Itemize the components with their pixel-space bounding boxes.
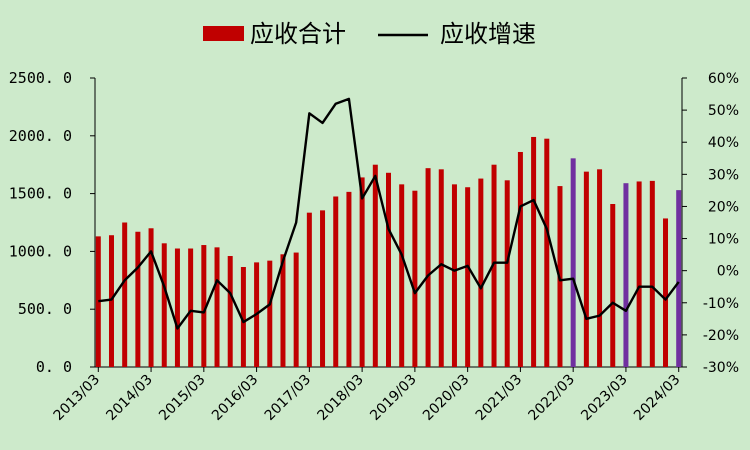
legend: 应收合计 应收增速	[203, 20, 536, 48]
y-right-tick-label: 60%	[708, 71, 739, 87]
x-tick-label: 2024/03	[631, 372, 683, 424]
x-tick-label: 2014/03	[103, 372, 155, 424]
bar-receivables	[399, 184, 405, 367]
x-tick-label: 2018/03	[314, 372, 366, 424]
bar-receivables	[306, 212, 312, 367]
bar-receivables	[386, 172, 391, 367]
bar-receivables	[240, 267, 246, 367]
x-tick-label: 2015/03	[156, 372, 208, 424]
bar-receivables	[451, 184, 457, 367]
growth-line-path	[98, 97, 680, 330]
bar-receivables	[570, 158, 576, 367]
bar-receivables	[188, 248, 194, 367]
x-tick-label: 2021/03	[473, 372, 525, 424]
y-right-tick-label: 10%	[708, 232, 739, 248]
y-right-tick-label: 0%	[717, 264, 739, 280]
bar-receivables	[135, 231, 141, 367]
bar-receivables	[676, 190, 682, 367]
bar-receivables	[372, 164, 378, 367]
bar-receivables	[504, 180, 510, 367]
bar-receivables	[174, 248, 180, 367]
bar-receivables	[465, 187, 471, 367]
x-tick-label: 2019/03	[367, 372, 419, 424]
bar-receivables	[663, 218, 669, 367]
x-tick-label: 2016/03	[209, 372, 261, 424]
legend-label-receivables: 应收合计	[250, 20, 346, 48]
bar-receivables	[201, 245, 207, 367]
y-right-tick-label: 40%	[708, 135, 739, 151]
y-right-tick-label: -20%	[703, 328, 739, 344]
bar-receivables	[517, 151, 523, 367]
y-left-tick-label: 0. 0	[36, 358, 72, 376]
y-right-tick-label: 20%	[708, 199, 739, 215]
bar-receivables	[649, 180, 655, 367]
bar-receivables	[478, 178, 484, 367]
bar-receivables	[333, 196, 339, 367]
x-tick-label: 2017/03	[262, 372, 314, 424]
bar-receivables	[108, 235, 114, 367]
bar-receivables	[267, 260, 273, 367]
x-tick-label: 2020/03	[420, 372, 472, 424]
bar-receivables	[293, 252, 299, 367]
y-right-tick-label: -30%	[703, 360, 739, 376]
bar-receivables	[148, 228, 154, 367]
x-tick-label: 2022/03	[526, 372, 578, 424]
y-left-tick-label: 1000. 0	[9, 242, 72, 260]
y-left-tick-label: 2000. 0	[9, 127, 72, 145]
legend-swatch-receivables	[203, 26, 244, 41]
bar-receivables	[491, 164, 497, 367]
y-left-tick-label: 1500. 0	[9, 185, 72, 203]
bar-receivables	[531, 136, 537, 367]
bar-receivables	[161, 243, 167, 367]
growth-line	[98, 97, 680, 330]
bars	[95, 136, 682, 367]
bar-receivables	[214, 247, 220, 367]
bar-receivables	[610, 204, 616, 367]
legend-label-growth: 应收增速	[440, 20, 536, 48]
bar-receivables	[320, 210, 326, 367]
bar-receivables	[583, 171, 589, 367]
bar-receivables	[544, 138, 550, 367]
y-left-tick-label: 2500. 0	[9, 69, 72, 87]
bar-receivables	[597, 169, 603, 367]
bar-receivables	[122, 222, 128, 367]
x-tick-label: 2013/03	[51, 372, 103, 424]
bar-receivables	[438, 169, 444, 367]
y-right-tick-label: 30%	[708, 167, 739, 183]
bar-receivables	[359, 177, 365, 367]
y-right-tick-label: 50%	[708, 103, 739, 119]
bar-receivables	[636, 181, 642, 367]
bar-receivables	[346, 191, 352, 367]
bar-receivables	[227, 256, 233, 367]
y-left-tick-label: 500. 0	[18, 300, 72, 318]
bar-receivables	[95, 236, 101, 367]
bar-receivables	[280, 254, 286, 367]
x-tick-label: 2023/03	[578, 372, 630, 424]
bar-receivables	[412, 190, 418, 367]
bar-receivables	[425, 168, 431, 367]
bar-receivables	[623, 183, 629, 367]
y-right-tick-label: -10%	[703, 296, 739, 312]
